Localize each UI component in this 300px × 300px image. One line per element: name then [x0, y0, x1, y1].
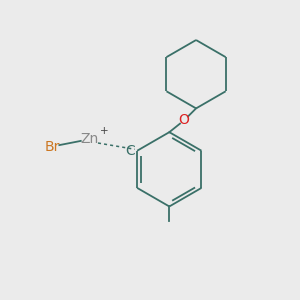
Text: O: O [179, 113, 190, 127]
Text: +: + [100, 126, 109, 136]
Text: Br: Br [44, 140, 60, 154]
Text: C: C [126, 144, 136, 158]
Text: Zn: Zn [80, 132, 98, 146]
